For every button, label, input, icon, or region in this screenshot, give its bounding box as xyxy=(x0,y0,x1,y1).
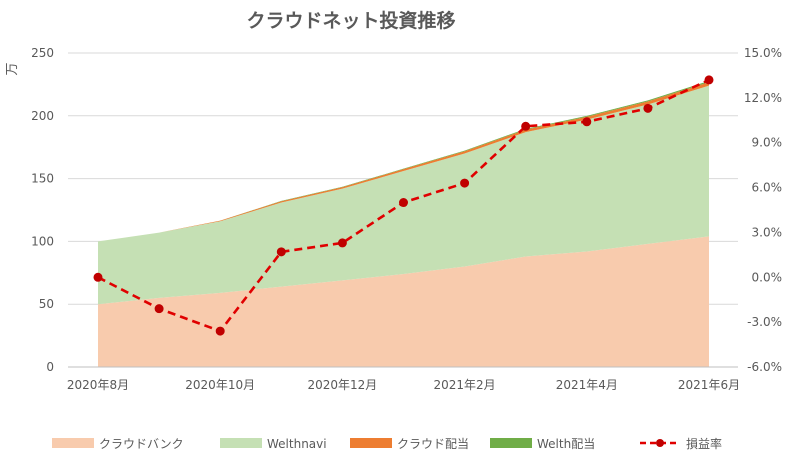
y-right-tick-label: 6.0% xyxy=(752,181,783,195)
legend-label: Welth配当 xyxy=(537,437,595,451)
y-left-tick-label: 250 xyxy=(31,46,54,60)
legend-swatch xyxy=(220,438,262,448)
area-series xyxy=(98,85,709,305)
y-left-tick-label: 0 xyxy=(46,360,54,374)
y-right-tick-label: -3.0% xyxy=(747,315,782,329)
data-point xyxy=(276,247,286,257)
y-axis-unit-label: 万 xyxy=(5,62,20,75)
legend: クラウドバンク Welthnavi クラウド配当 Welth配当 損益率 xyxy=(52,436,722,451)
data-point xyxy=(704,75,714,85)
y-right-tick-label: 12.0% xyxy=(744,91,782,105)
y-left-tick-label: 200 xyxy=(31,109,54,123)
y-right-tick-label: 15.0% xyxy=(744,46,782,60)
y-left-tick-label: 150 xyxy=(31,172,54,186)
data-point xyxy=(521,121,531,131)
legend-swatch xyxy=(52,438,94,448)
y-right-tick-label: -6.0% xyxy=(747,360,782,374)
y-right-tick-label: 9.0% xyxy=(752,136,783,150)
legend-swatch xyxy=(350,438,392,448)
data-point xyxy=(154,304,164,314)
y-right-tick-label: 0.0% xyxy=(752,270,783,284)
x-tick-label: 2020年10月 xyxy=(185,378,255,392)
data-point xyxy=(399,198,408,208)
area-series-group xyxy=(98,80,709,367)
data-point xyxy=(93,272,103,282)
data-point xyxy=(460,178,470,188)
data-point xyxy=(215,326,225,336)
y-left-tick-label: 100 xyxy=(31,234,54,248)
data-point xyxy=(337,238,347,248)
y-left-tick-label: 50 xyxy=(39,297,54,311)
legend-swatch xyxy=(490,438,532,448)
legend-label: Welthnavi xyxy=(267,437,327,451)
x-tick-label: 2021年2月 xyxy=(434,378,496,392)
data-point xyxy=(643,103,653,113)
y-right-tick-label: 3.0% xyxy=(752,225,783,239)
line-series-group xyxy=(93,75,714,336)
legend-marker xyxy=(656,439,664,447)
x-tick-label: 2021年4月 xyxy=(556,378,618,392)
data-point xyxy=(582,117,592,127)
legend-label: 損益率 xyxy=(686,436,722,451)
chart-title: クラウドネット投資推移 xyxy=(246,9,455,32)
axes: 0 50 100 150 200 250 -6.0% -3.0% 0.0% 3.0% 6.0% 9.0… xyxy=(31,46,782,392)
area-series xyxy=(98,236,709,367)
legend-label: クラウドバンク xyxy=(99,437,184,451)
legend-label: クラウド配当 xyxy=(397,437,469,451)
x-tick-label: 2020年8月 xyxy=(67,378,129,392)
x-tick-label: 2020年12月 xyxy=(307,378,377,392)
x-tick-label: 2021年6月 xyxy=(678,378,740,392)
